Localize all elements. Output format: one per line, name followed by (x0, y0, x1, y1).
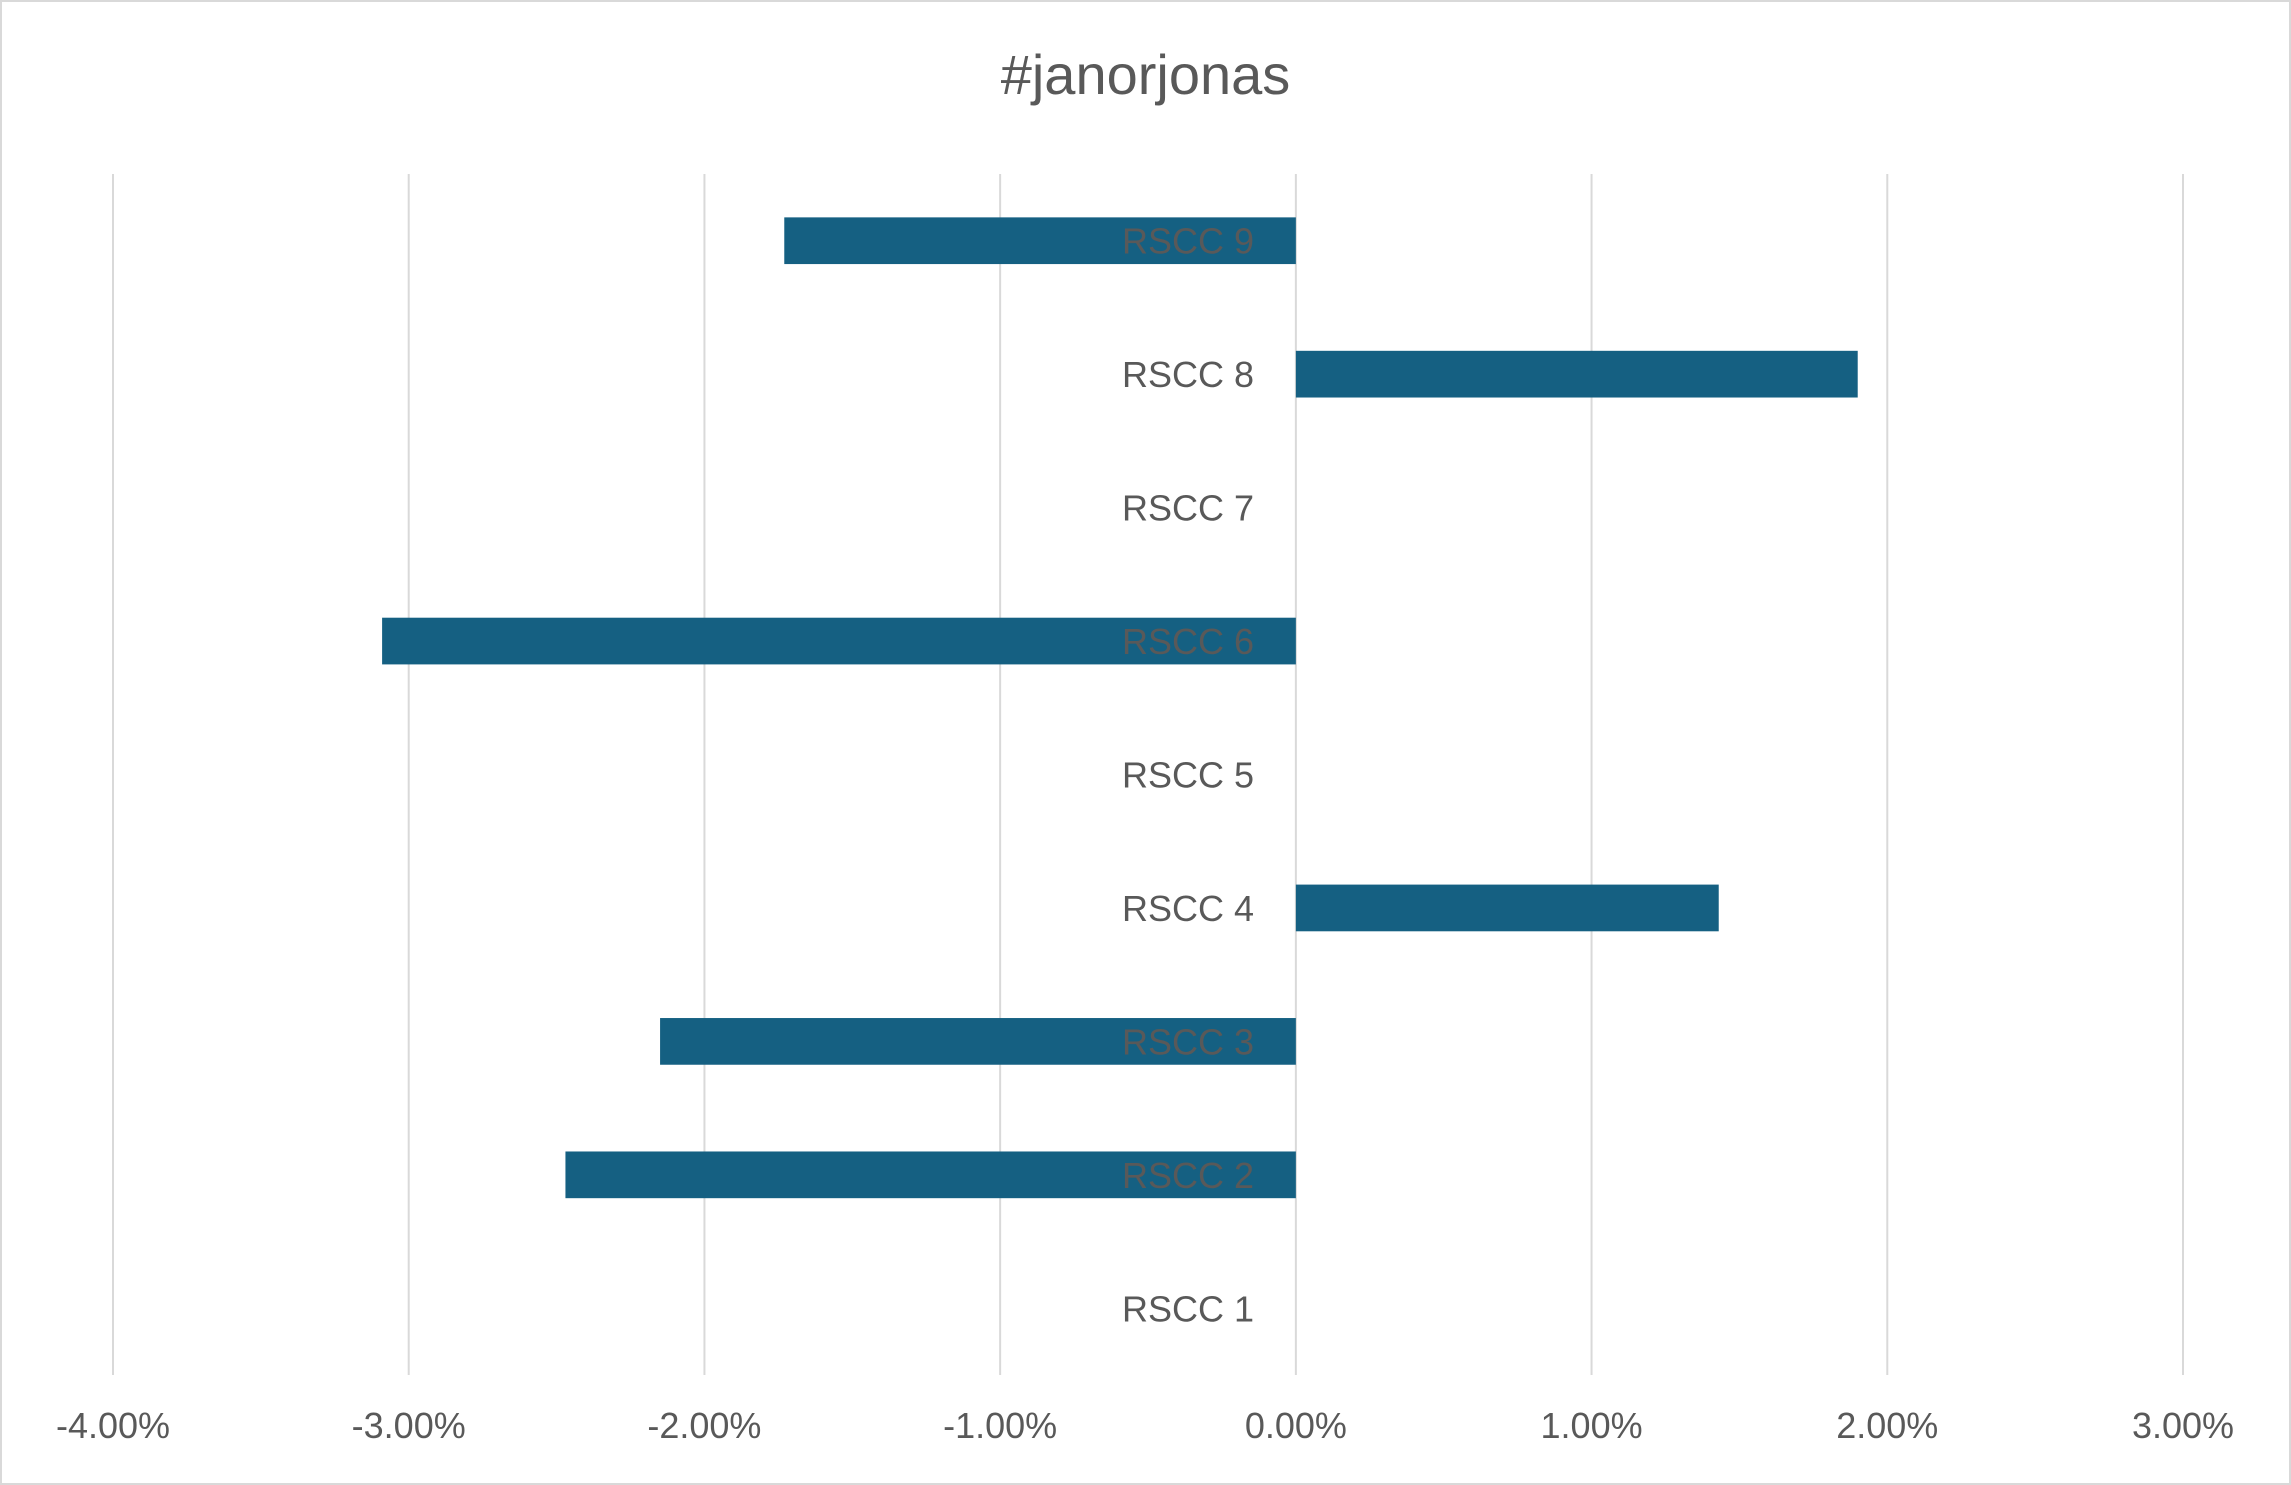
category-labels: RSCC 1 RSCC 2 RSCC 3 RSCC 4 RSCC 5 RSCC 6 RSCC… (1122, 221, 1254, 1330)
x-tick-label: 1.00% (1541, 1405, 1643, 1446)
x-tick-label: -3.00% (352, 1405, 466, 1446)
bar (382, 617, 1296, 665)
category-label: RSCC 1 (1122, 1288, 1254, 1329)
x-tick-label: -1.00% (943, 1405, 1057, 1446)
category-label: RSCC 8 (1122, 354, 1254, 395)
chart-title: #janorjonas (1000, 43, 1291, 106)
bars (382, 217, 1858, 1199)
category-label: RSCC 2 (1122, 1155, 1254, 1196)
bar (1295, 350, 1858, 398)
x-tick-label: 2.00% (1836, 1405, 1938, 1446)
category-label: RSCC 5 (1122, 755, 1254, 796)
category-label: RSCC 3 (1122, 1021, 1254, 1062)
bar (784, 217, 1296, 265)
x-tick-label: -4.00% (56, 1405, 170, 1446)
category-label: RSCC 6 (1122, 621, 1254, 662)
x-tick-label: 0.00% (1245, 1405, 1347, 1446)
bar (660, 1018, 1296, 1065)
category-label: RSCC 7 (1122, 488, 1254, 529)
bar (1295, 884, 1719, 932)
x-tick-label: 3.00% (2132, 1405, 2234, 1446)
category-label: RSCC 4 (1122, 888, 1254, 929)
x-axis-ticks: -4.00% -3.00% -2.00% -1.00% 0.00% 1.00% 2.00% 3… (56, 1405, 2234, 1446)
category-label: RSCC 9 (1122, 221, 1254, 262)
x-tick-label: -2.00% (647, 1405, 761, 1446)
bar (565, 1151, 1296, 1199)
